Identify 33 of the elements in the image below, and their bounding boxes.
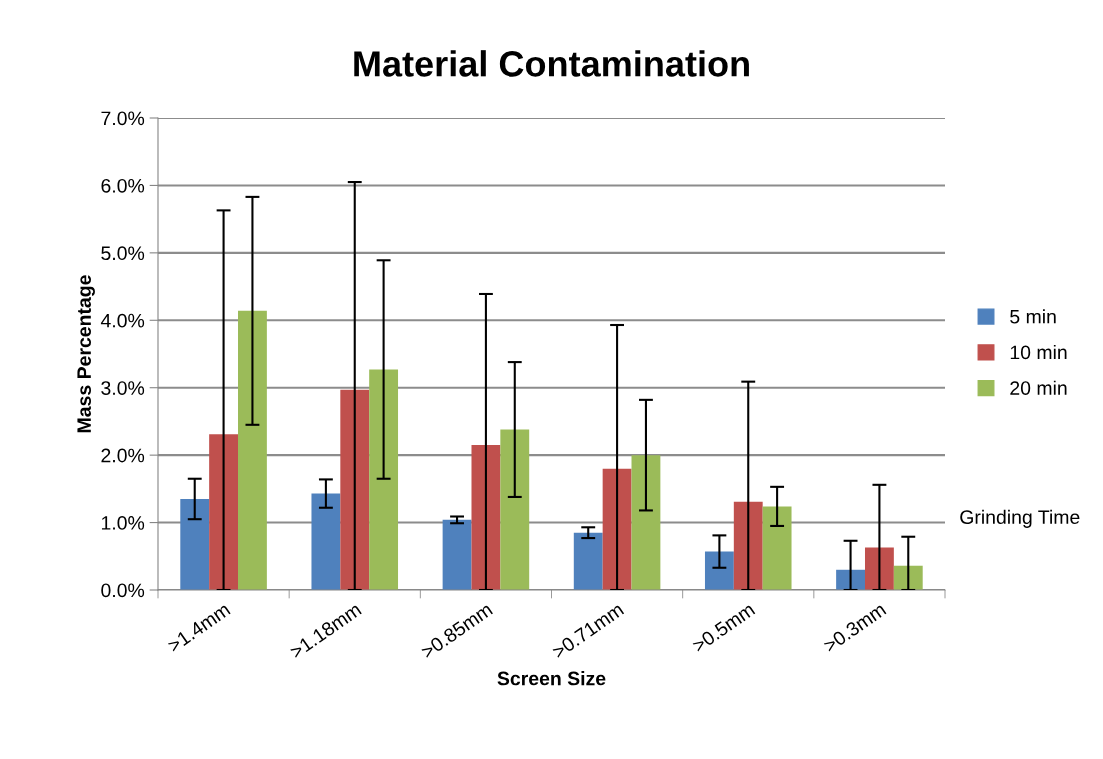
bar bbox=[238, 310, 267, 590]
bar bbox=[311, 493, 341, 590]
bar bbox=[836, 569, 865, 590]
bar bbox=[704, 551, 734, 590]
bar bbox=[369, 369, 399, 590]
bar bbox=[573, 532, 603, 590]
bar bbox=[500, 429, 530, 590]
y-tick-label: 3.0% bbox=[101, 381, 145, 395]
bar bbox=[180, 498, 210, 590]
bar bbox=[209, 434, 239, 590]
y-tick-label: 4.0% bbox=[100, 313, 145, 328]
legend-label: 10 min bbox=[1010, 344, 1067, 360]
y-axis-title: Mass Percentage bbox=[77, 275, 95, 433]
chart-title: Material Contamination bbox=[354, 50, 749, 77]
y-tick-label: 7.0% bbox=[101, 111, 145, 126]
x-axis-title: Screen Size bbox=[497, 671, 606, 686]
legend-title: Grinding Time bbox=[960, 509, 1080, 528]
bar bbox=[340, 389, 370, 590]
y-tick-label: 0.0% bbox=[101, 583, 145, 598]
legend-label: 20 min bbox=[1010, 380, 1067, 395]
y-tick-label: 6.0% bbox=[101, 178, 145, 193]
bar bbox=[762, 506, 792, 590]
y-tick-label: 1.0% bbox=[101, 516, 145, 530]
legend-label: 5 min bbox=[1010, 309, 1056, 324]
bar bbox=[442, 519, 472, 590]
bar bbox=[733, 501, 763, 590]
bar bbox=[602, 468, 632, 590]
bar bbox=[893, 565, 923, 590]
y-tick-label: 5.0% bbox=[101, 246, 145, 261]
bar bbox=[631, 455, 661, 590]
y-tick-label: 2.0% bbox=[101, 448, 145, 463]
bar bbox=[864, 547, 894, 590]
bar bbox=[471, 445, 501, 590]
